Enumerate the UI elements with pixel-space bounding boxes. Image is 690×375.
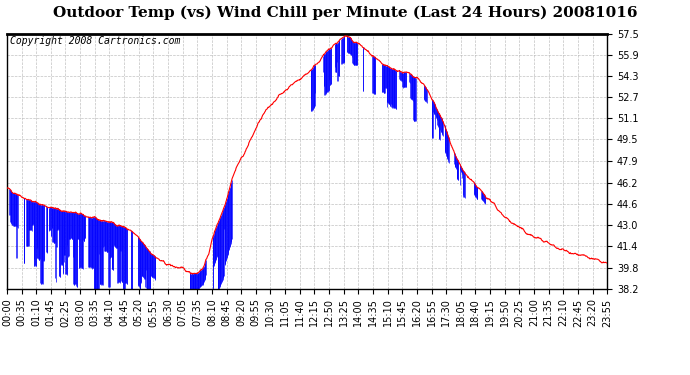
- Text: Copyright 2008 Cartronics.com: Copyright 2008 Cartronics.com: [10, 36, 180, 46]
- Text: Outdoor Temp (vs) Wind Chill per Minute (Last 24 Hours) 20081016: Outdoor Temp (vs) Wind Chill per Minute …: [52, 6, 638, 20]
